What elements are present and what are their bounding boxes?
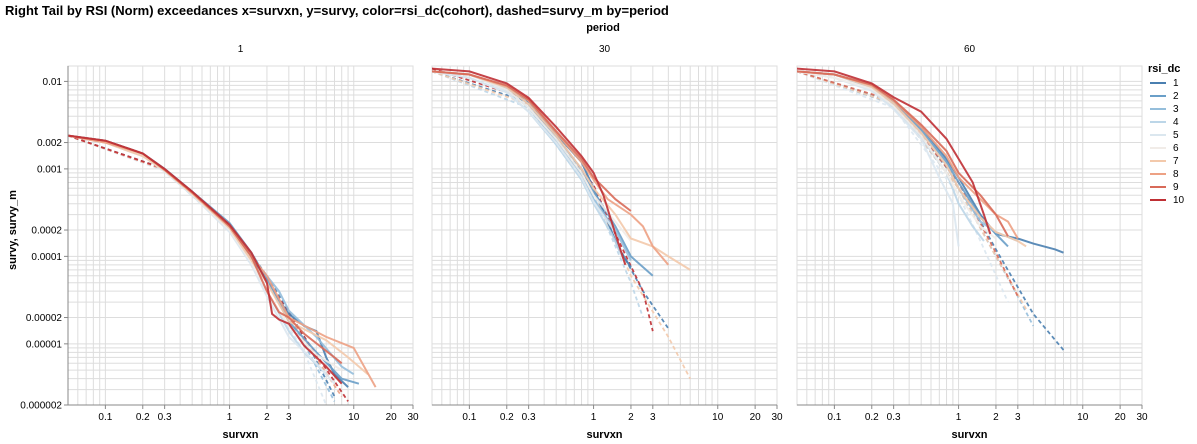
survy-line-9 bbox=[68, 134, 343, 365]
facet-header-title: period bbox=[586, 22, 620, 34]
legend: rsi_dc 1 2 3 4 5 6 7 8 9 10 bbox=[1148, 63, 1185, 206]
y-axis-title: survy, survy_m bbox=[7, 190, 19, 270]
series-group bbox=[432, 67, 691, 380]
x-tick-label: 10 bbox=[712, 412, 724, 423]
facet-panel-30: 30 0.1 0.2 0.3 1 2 3 10 20 30 survxn bbox=[431, 44, 783, 441]
survy-line-5 bbox=[432, 70, 617, 233]
y-tick-label: 0.01 bbox=[43, 77, 63, 88]
x-tick-label: 10 bbox=[348, 412, 360, 423]
x-axis-title: survxn bbox=[951, 429, 987, 441]
x-tick-label: 2 bbox=[993, 412, 999, 423]
legend-label-5: 5 bbox=[1173, 130, 1179, 141]
chart-title: Right Tail by RSI (Norm) exceedances x=s… bbox=[5, 3, 669, 18]
grid bbox=[67, 66, 414, 406]
survy-line-7 bbox=[797, 70, 1027, 248]
series-group bbox=[68, 134, 377, 405]
x-axis-title: survxn bbox=[222, 429, 258, 441]
legend-label-7: 7 bbox=[1173, 156, 1179, 167]
x-tick-label: 0.3 bbox=[522, 412, 536, 423]
x-tick-label: 1 bbox=[227, 412, 233, 423]
x-tick-label: 20 bbox=[750, 412, 762, 423]
legend-label-1: 1 bbox=[1173, 78, 1179, 89]
survy-line-8 bbox=[797, 70, 1019, 240]
survy-line-1 bbox=[797, 70, 1064, 254]
y-tick-label: 0.0002 bbox=[31, 226, 62, 237]
x-tick-label: 30 bbox=[771, 412, 783, 423]
x-tick-label: 0.1 bbox=[98, 412, 112, 423]
legend-label-2: 2 bbox=[1173, 91, 1179, 102]
panel-frame bbox=[431, 65, 778, 406]
x-tick-label: 0.3 bbox=[158, 412, 172, 423]
grid bbox=[431, 66, 778, 406]
facet-label: 1 bbox=[238, 44, 244, 55]
survy-m-dashed-line-3 bbox=[68, 134, 336, 402]
x-tick-label: 3 bbox=[1015, 412, 1021, 423]
legend-label-3: 3 bbox=[1173, 104, 1179, 115]
facet-panel-60: 60 0.1 0.2 0.3 1 2 3 10 20 30 survxn bbox=[796, 44, 1148, 441]
legend-label-9: 9 bbox=[1173, 182, 1179, 193]
survy-m-dashed-line-1 bbox=[432, 70, 670, 329]
survy-m-dashed-line-7 bbox=[432, 70, 691, 380]
y-tick-label: 0.000002 bbox=[20, 401, 62, 412]
series-group bbox=[797, 67, 1065, 351]
facet-panel-1: 1 0.1 0.2 0.3 1 2 3 10 20 30 survxn 0.01 0.002 0.001 0… bbox=[20, 44, 419, 441]
x-tick-label: 10 bbox=[1077, 412, 1089, 423]
x-tick-label: 30 bbox=[1136, 412, 1148, 423]
x-tick-label: 0.1 bbox=[462, 412, 476, 423]
facet-label: 30 bbox=[599, 44, 611, 55]
x-tick-label: 0.2 bbox=[865, 412, 879, 423]
x-tick-label: 20 bbox=[1115, 412, 1127, 423]
x-tick-label: 0.1 bbox=[827, 412, 841, 423]
facet-label: 60 bbox=[964, 44, 976, 55]
legend-label-10: 10 bbox=[1173, 195, 1185, 206]
survy-line-6 bbox=[797, 70, 997, 240]
panel-frame bbox=[796, 65, 1143, 406]
legend-title: rsi_dc bbox=[1148, 63, 1180, 75]
y-tick-label: 0.002 bbox=[37, 138, 62, 149]
y-tick-label: 0.001 bbox=[37, 164, 62, 175]
survy-line-10 bbox=[68, 134, 343, 385]
legend-label-8: 8 bbox=[1173, 169, 1179, 180]
survy-m-dashed-line-1 bbox=[797, 70, 1065, 351]
x-tick-label: 3 bbox=[650, 412, 656, 423]
x-tick-label: 2 bbox=[628, 412, 634, 423]
x-tick-label: 0.3 bbox=[887, 412, 901, 423]
facet-panels: 1 0.1 0.2 0.3 1 2 3 10 20 30 survxn 0.01 0.002 0.001 0… bbox=[20, 44, 1148, 441]
survy-line-10 bbox=[432, 67, 627, 266]
x-tick-label: 0.2 bbox=[500, 412, 514, 423]
x-tick-label: 1 bbox=[956, 412, 962, 423]
survy-line-9 bbox=[797, 70, 1009, 237]
legend-label-4: 4 bbox=[1173, 117, 1179, 128]
y-tick-label: 0.0001 bbox=[31, 252, 62, 263]
panel-frame bbox=[67, 65, 414, 406]
x-axis-title: survxn bbox=[586, 429, 622, 441]
x-tick-label: 0.2 bbox=[136, 412, 150, 423]
x-tick-label: 30 bbox=[407, 412, 419, 423]
legend-label-6: 6 bbox=[1173, 143, 1179, 154]
survy-line-10 bbox=[797, 67, 992, 235]
survy-line-4 bbox=[68, 134, 327, 375]
x-tick-label: 2 bbox=[264, 412, 270, 423]
y-tick-label: 0.00002 bbox=[26, 313, 63, 324]
x-tick-label: 20 bbox=[386, 412, 398, 423]
y-tick-label: 0.00001 bbox=[26, 339, 63, 350]
survy-m-dashed-line-10 bbox=[68, 134, 349, 402]
survy-line-7 bbox=[68, 134, 369, 375]
survy-line-9 bbox=[432, 70, 632, 212]
x-tick-label: 1 bbox=[591, 412, 597, 423]
grid bbox=[796, 66, 1143, 406]
x-tick-label: 3 bbox=[286, 412, 292, 423]
